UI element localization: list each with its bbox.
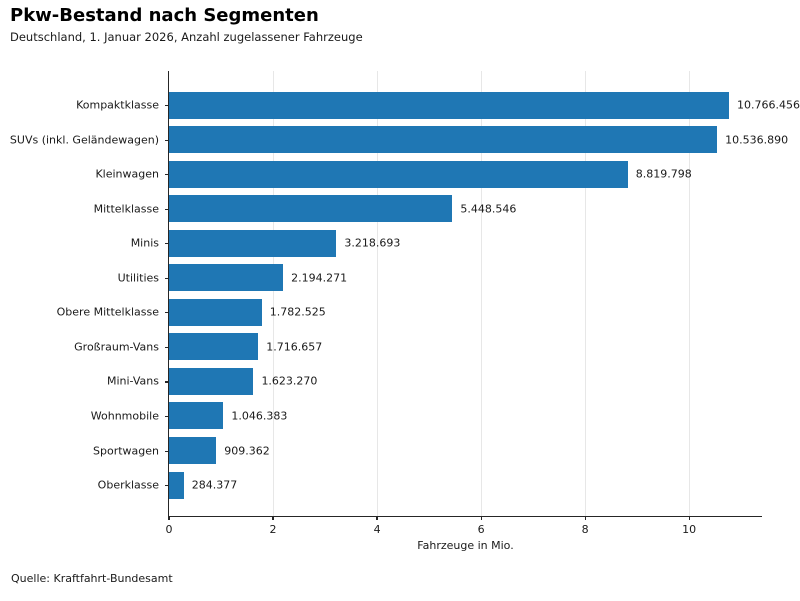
y-tick — [165, 312, 169, 314]
category-label: Kleinwagen — [95, 167, 159, 181]
y-tick — [165, 277, 169, 279]
x-tick-label: 10 — [682, 523, 697, 536]
bar-row: Utilities 2.194.271 — [118, 264, 762, 292]
y-tick — [165, 208, 169, 210]
bar: 284.377 — [169, 471, 237, 499]
category-label: Mini-Vans — [106, 374, 159, 388]
bar: 909.362 — [169, 437, 270, 464]
category-label: Obere Mittelklasse — [56, 305, 159, 319]
bar-row: Großraum-Vans 1.716.657 — [74, 333, 762, 361]
bar-row: Mini-Vans 1.623.270 — [107, 367, 762, 395]
value-label: 1.046.383 — [231, 409, 288, 423]
value-label: 8.819.798 — [635, 167, 692, 181]
bar-row: Kompaktklasse 10.766.456 — [76, 91, 800, 119]
y-tick — [165, 243, 169, 245]
bar: 5.448.546 — [169, 195, 516, 223]
x-tick-mark — [584, 516, 586, 520]
category-label: Wohnmobile — [90, 409, 159, 423]
y-tick — [165, 346, 169, 349]
bar: 8.819.798 — [169, 160, 692, 188]
x-tick-label: 0 — [165, 523, 173, 536]
gridline — [689, 71, 691, 516]
value-label: 1.716.657 — [266, 340, 323, 354]
bar: 3.218.693 — [169, 229, 400, 257]
gridline — [273, 71, 275, 516]
x-tick-mark — [688, 516, 690, 520]
category-label: Utilities — [117, 271, 159, 285]
category-label: Mittelklasse — [93, 202, 159, 216]
value-label: 909.362 — [224, 444, 270, 457]
gridline — [481, 71, 483, 516]
category-label: Sportwagen — [93, 444, 159, 457]
value-label: 2.194.271 — [291, 271, 348, 285]
value-label: 1.623.270 — [261, 374, 318, 388]
bar: 10.536.890 — [169, 126, 788, 154]
y-tick — [165, 105, 169, 107]
x-tick-label: 8 — [581, 523, 589, 536]
bar-row: Obere Mittelklasse 1.782.525 — [57, 298, 762, 326]
y-tick — [165, 415, 169, 418]
gridline — [377, 71, 379, 516]
category-label: Großraum-Vans — [74, 340, 159, 354]
x-tick-mark — [480, 516, 482, 520]
y-tick — [165, 139, 169, 141]
bar-row: Sportwagen 909.362 — [93, 437, 762, 464]
bar: 1.716.657 — [169, 333, 322, 361]
x-tick-label: 2 — [269, 523, 277, 536]
bar: 10.766.456 — [169, 91, 800, 119]
category-label: Kompaktklasse — [76, 98, 159, 112]
value-label: 10.536.890 — [725, 133, 789, 147]
x-axis-label: Fahrzeuge in Mio. — [417, 539, 514, 552]
value-label: 10.766.456 — [737, 98, 800, 112]
y-tick — [165, 174, 169, 176]
chart-subtitle: Deutschland, 1. Januar 2026, Anzahl zuge… — [10, 30, 363, 44]
bar: 2.194.271 — [169, 264, 347, 292]
x-tick-mark — [376, 516, 378, 520]
y-tick — [165, 450, 169, 452]
bar-row: Kleinwagen 8.819.798 — [95, 160, 762, 188]
y-tick — [165, 485, 169, 487]
value-label: 1.782.525 — [269, 305, 326, 319]
x-tick-label: 4 — [373, 523, 381, 536]
x-tick-mark — [272, 516, 274, 520]
plot-area: Fahrzeuge in Mio. Kompaktklasse 10.766.45… — [10, 71, 800, 552]
source-note: Quelle: Kraftfahrt-Bundesamt — [11, 572, 173, 585]
value-label: 5.448.546 — [460, 202, 517, 216]
bar-row: Mittelklasse 5.448.546 — [94, 195, 762, 223]
category-label: Minis — [130, 236, 159, 250]
bar: 1.782.525 — [169, 298, 326, 326]
x-tick-label: 6 — [477, 523, 485, 536]
value-label: 3.218.693 — [344, 236, 401, 250]
chart-title: Pkw-Bestand nach Segmenten — [10, 5, 319, 26]
y-tick — [165, 381, 169, 383]
value-label: 284.377 — [191, 478, 238, 492]
category-label: Oberklasse — [97, 478, 159, 492]
bar-row: Minis 3.218.693 — [131, 229, 762, 257]
bar: 1.623.270 — [169, 367, 317, 395]
bar-row: Wohnmobile 1.046.383 — [91, 402, 762, 430]
category-label: SUVs (inkl. Geländewagen) — [9, 133, 159, 147]
bar-row: SUVs (inkl. Geländewagen) 10.536.890 — [10, 126, 788, 154]
gridline — [585, 71, 587, 516]
bar-row: Oberklasse 284.377 — [98, 471, 762, 499]
bar: 1.046.383 — [169, 402, 287, 430]
x-tick-mark — [168, 516, 170, 520]
